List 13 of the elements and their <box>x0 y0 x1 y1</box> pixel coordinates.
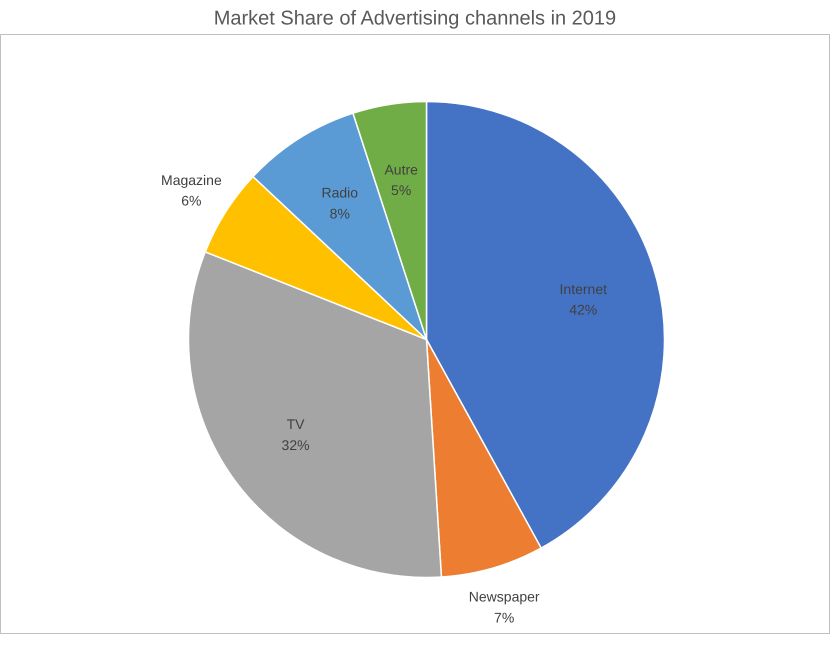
slice-label: Internet <box>560 280 608 297</box>
data-label: 8% <box>330 205 350 222</box>
data-label: 6% <box>181 192 202 209</box>
slice-label: Magazine <box>161 172 222 188</box>
slice-label: Autre <box>384 161 418 178</box>
data-label: 32% <box>282 437 310 454</box>
data-label: 7% <box>494 609 514 626</box>
slice-label: Radio <box>321 184 358 200</box>
slice-label: Newspaper <box>468 588 540 605</box>
data-label: 42% <box>569 302 598 318</box>
slice-label: TV <box>286 416 306 432</box>
chart-title: Market Share of Advertising channels in 2019 <box>214 8 616 30</box>
data-label: 5% <box>391 182 412 198</box>
